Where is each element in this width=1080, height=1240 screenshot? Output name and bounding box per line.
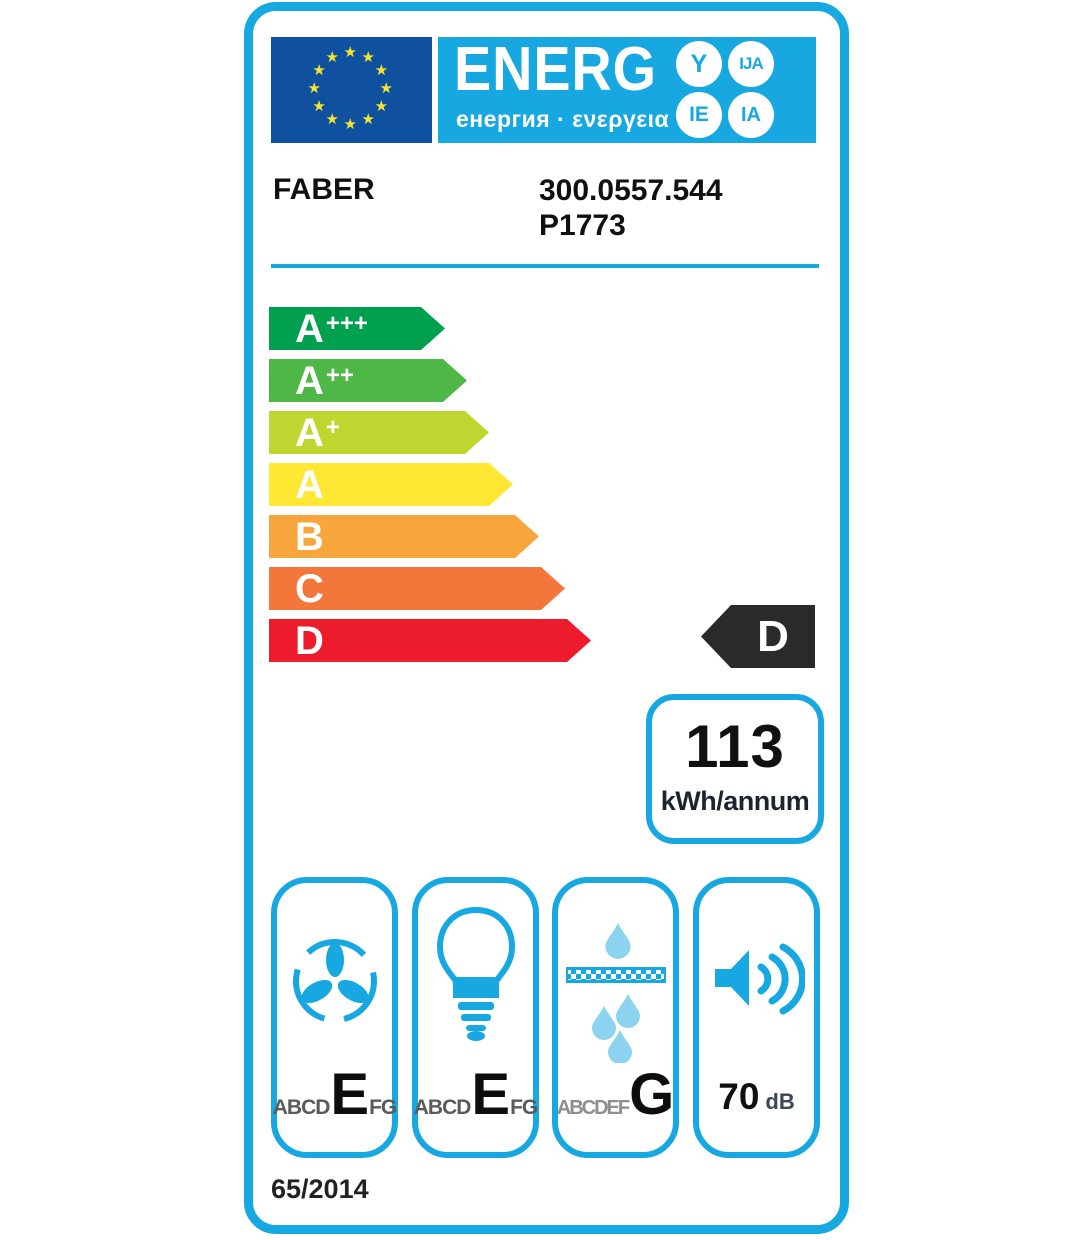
lighting-grade: E (471, 1062, 510, 1127)
fan-grade-scale: ABCD E FG (272, 1062, 398, 1127)
feature-box-grease-filter: ABCDEF G (552, 877, 679, 1158)
energy-consumption-value: 113 (685, 713, 785, 780)
separator-line (271, 264, 819, 268)
rating-arrow-a: A (269, 463, 513, 506)
eu-star-icon: ★ (312, 98, 326, 115)
model-line-2: P1773 (539, 209, 626, 242)
brand-name: FABER (273, 173, 375, 206)
noise-unit: dB (765, 1089, 795, 1114)
energ-circle-ia: IA (728, 92, 774, 138)
eu-star-icon: ★ (325, 111, 339, 129)
fan-icon (289, 935, 381, 1032)
eu-star-icon: ★ (379, 80, 393, 97)
eu-star-icon: ★ (361, 48, 375, 66)
regulation-number: 65/2014 (271, 1174, 369, 1204)
eu-star-icon: ★ (343, 116, 357, 133)
model-line-1: 300.0557.544 (539, 174, 723, 207)
energ-logo-subtitle: енергия · ενεργεια (456, 106, 670, 132)
eu-energy-label: ★ ★ ★ ★ ★ ★ ★ ★ ★ ★ ★ ★ ENERG енергия · ενεργεια Y … (244, 2, 849, 1234)
grease-filter-grade-scale: ABCDEF G (556, 1062, 674, 1127)
feature-box-noise: 70 dB (693, 877, 820, 1158)
energy-consumption-unit: kWh/annum (660, 786, 810, 816)
model-number: 300.0557.544 P1773 (539, 173, 723, 243)
fan-grade: E (330, 1062, 369, 1127)
rating-arrow-a-plus3: A +++ (269, 307, 445, 350)
rating-arrow-c: C (269, 567, 565, 610)
energ-circle-ie: IE (676, 92, 722, 138)
feature-box-fan: ABCD E FG (271, 877, 398, 1158)
rating-arrow-a-plus1: A + (269, 411, 489, 454)
rating-arrow-b: B (269, 515, 539, 558)
grease-filter-grade: G (629, 1062, 674, 1127)
noise-value: 70 (718, 1076, 760, 1117)
eu-star-icon: ★ (374, 62, 389, 79)
eu-star-icon: ★ (374, 98, 389, 115)
rating-arrow-a-plus2: A ++ (269, 359, 467, 402)
eu-star-icon: ★ (343, 44, 357, 61)
feature-box-lighting: ABCD E FG (412, 877, 539, 1158)
energ-logo: ENERG енергия · ενεργεια Y IJA IE IA (438, 37, 816, 143)
energy-consumption-box: 113 kWh/annum (646, 694, 824, 844)
speaker-icon (709, 937, 806, 1028)
filter-droplets-icon (565, 919, 666, 1068)
energ-circle-ija: IJA (728, 41, 774, 87)
energ-circle-y: Y (676, 41, 722, 87)
rating-arrow-d: D (269, 619, 591, 662)
light-bulb-icon (428, 905, 524, 1056)
eu-star-icon: ★ (307, 80, 321, 97)
eu-star-icon: ★ (325, 48, 339, 66)
energ-logo-word: ENERG (454, 35, 657, 104)
rating-badge: D (701, 605, 815, 668)
lighting-grade-scale: ABCD E FG (413, 1062, 539, 1127)
eu-flag: ★ ★ ★ ★ ★ ★ ★ ★ ★ ★ ★ ★ (271, 37, 432, 143)
noise-value-row: 70 dB (699, 1076, 814, 1118)
eu-star-icon: ★ (361, 111, 375, 129)
eu-star-icon: ★ (312, 62, 326, 79)
rating-badge-letter: D (757, 611, 789, 661)
